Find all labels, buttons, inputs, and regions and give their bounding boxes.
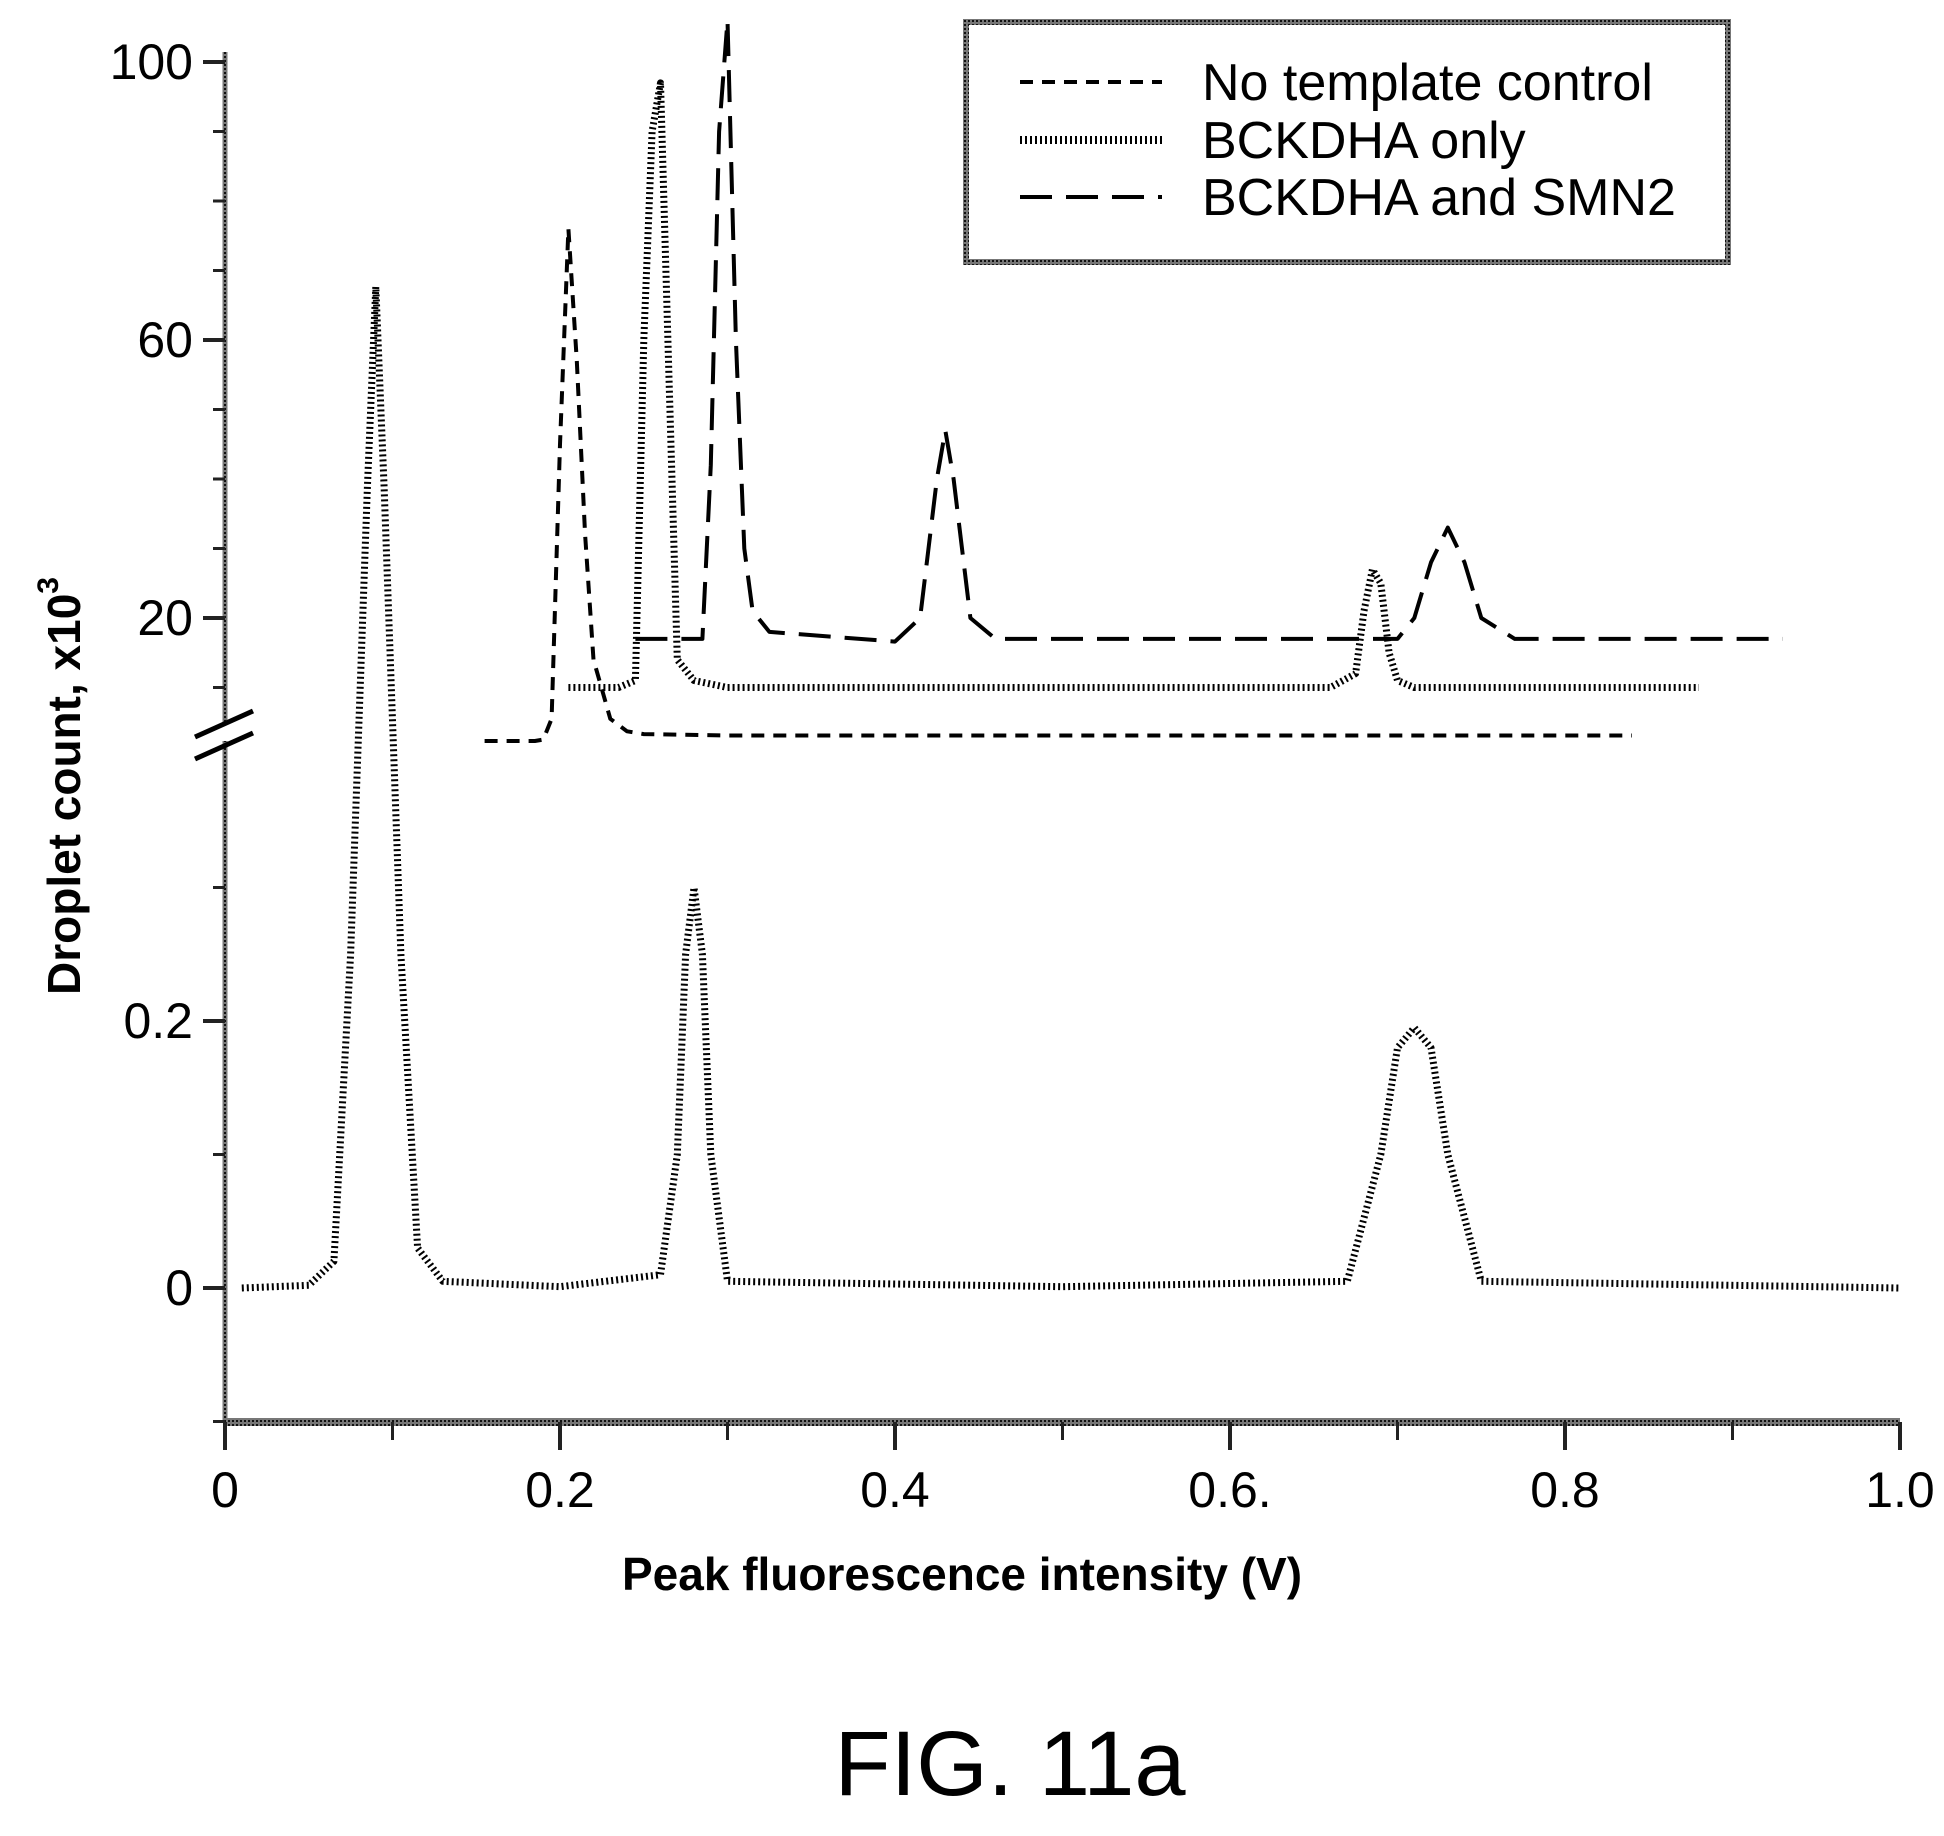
y-tick-label: 100 — [110, 34, 193, 90]
y-axis-tick-labels: 0 0.2 20 60 100 — [110, 34, 193, 1316]
y-axis-title-text: Droplet count, x10 — [38, 594, 90, 995]
y-tick-label: 20 — [137, 590, 193, 646]
legend: No template control BCKDHA only BCKDHA a… — [963, 19, 1731, 265]
x-tick-label: 0 — [211, 1462, 239, 1518]
legend-box — [963, 19, 1731, 265]
y-tick-label: 0.2 — [123, 993, 193, 1049]
axis-break-stroke-upper — [193, 708, 255, 740]
plot-area — [241, 18, 1901, 1292]
figure-label: FIG. 11a — [834, 1713, 1186, 1815]
x-tick-label: 0.6. — [1188, 1462, 1271, 1518]
legend-label-bckdha-and-smn2: BCKDHA and SMN2 — [1202, 169, 1676, 227]
y-tick-label: 0 — [165, 1260, 193, 1316]
x-tick-label: 1.0 — [1865, 1462, 1935, 1518]
x-axis-title: Peak fluorescence intensity (V) — [622, 1548, 1302, 1600]
series-bckdha-and-smn2 — [635, 18, 1783, 644]
y-axis-title: Droplet count, x103 — [32, 577, 90, 995]
axis-break-stroke-lower — [193, 730, 255, 762]
legend-label-bckdha-only: BCKDHA only — [1202, 112, 1526, 170]
y-axis-break-mark — [193, 708, 255, 762]
y-tick-label: 60 — [137, 312, 193, 368]
series-lower-dotted-trace — [241, 283, 1901, 1292]
y-axis-title-superscript: 3 — [32, 577, 65, 594]
x-axis-tick-labels: 0 0.2 0.4 0.6. 0.8 1.0 — [211, 1462, 1935, 1518]
legend-label-no-template-control: No template control — [1202, 54, 1653, 112]
axes — [203, 52, 1902, 1450]
x-tick-label: 0.4 — [860, 1462, 930, 1518]
series-no-template-control — [484, 226, 1632, 743]
x-tick-label: 0.8 — [1530, 1462, 1600, 1518]
x-tick-label: 0.2 — [525, 1462, 595, 1518]
